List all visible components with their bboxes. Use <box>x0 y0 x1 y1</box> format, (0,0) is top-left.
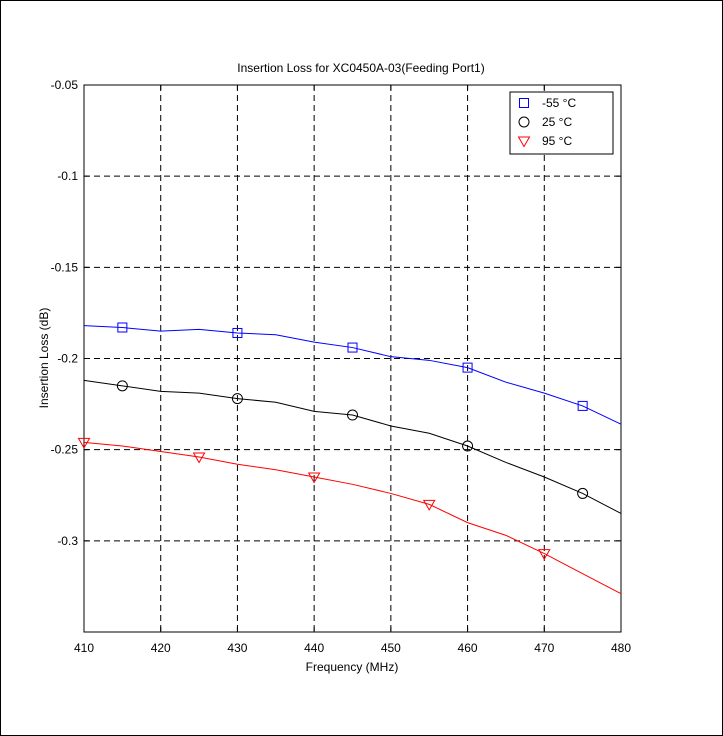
series-2 <box>83 379 622 514</box>
data-point <box>347 342 358 353</box>
legend: -55 °C 25 °C 95 °C <box>509 91 614 155</box>
y-tick-label: -0.3 <box>57 534 78 548</box>
data-point <box>77 437 91 449</box>
legend-label: 95 °C <box>542 134 572 148</box>
data-point <box>192 452 206 464</box>
legend-marker <box>517 136 531 148</box>
data-point <box>537 549 551 561</box>
legend-label: 25 °C <box>542 115 572 129</box>
x-tick-label: 450 <box>381 641 401 655</box>
y-tick-label: -0.2 <box>57 352 78 366</box>
grid-lines <box>84 85 621 632</box>
chart-title: Insertion Loss for XC0450A-03(Feeding Po… <box>237 61 484 75</box>
y-tick-label: -0.25 <box>51 443 79 457</box>
y-tick-label: -0.05 <box>51 78 79 92</box>
data-point <box>462 440 474 452</box>
series-layer <box>77 322 622 595</box>
x-tick-label: 460 <box>458 641 478 655</box>
x-tick-label: 430 <box>227 641 247 655</box>
x-tick-label: 410 <box>74 641 94 655</box>
x-axis-label: Frequency (MHz) <box>306 660 399 674</box>
y-axis-label: Insertion Loss (dB) <box>37 308 51 409</box>
series-line <box>83 441 622 595</box>
data-point <box>232 327 243 338</box>
data-point <box>577 400 588 411</box>
legend-label: -55 °C <box>542 96 576 110</box>
legend-box <box>509 91 614 155</box>
x-tick-label: 420 <box>151 641 171 655</box>
series-line <box>83 325 622 425</box>
series-1 <box>83 322 622 425</box>
x-tick-label: 480 <box>611 641 631 655</box>
series-3 <box>77 437 622 595</box>
data-point <box>347 409 358 421</box>
data-point <box>577 487 589 499</box>
series-line <box>83 379 622 514</box>
data-point <box>422 499 436 511</box>
data-point <box>231 393 243 405</box>
data-point <box>117 322 128 333</box>
y-tick-label: -0.1 <box>57 169 78 183</box>
y-tick-label: -0.15 <box>51 260 79 274</box>
axis-ticks: 410 420 430 440 450 460 470 480 -0.05 -0.1 -0.15 -0… <box>51 78 632 655</box>
legend-marker <box>518 116 530 128</box>
data-point <box>462 362 473 373</box>
legend-marker <box>519 98 529 108</box>
x-tick-label: 440 <box>304 641 324 655</box>
x-tick-label: 470 <box>534 641 554 655</box>
data-point <box>307 472 321 484</box>
data-point <box>116 380 128 392</box>
